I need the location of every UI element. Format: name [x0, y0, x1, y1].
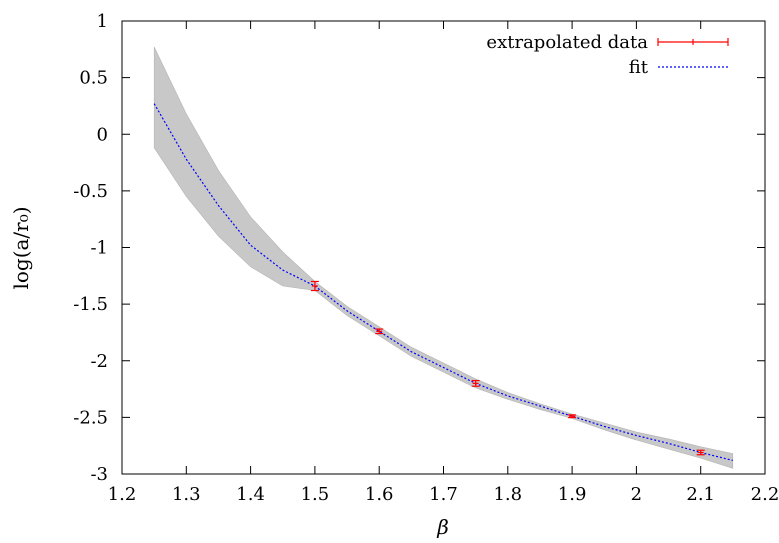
legend: extrapolated data fit — [486, 32, 729, 78]
y-tick-label: 0.5 — [79, 68, 108, 89]
x-tick-label: 1.3 — [172, 484, 201, 505]
legend-label-extrapolated-data: extrapolated data — [486, 32, 648, 53]
y-tick-label: 1 — [97, 11, 108, 32]
x-tick-label: 1.7 — [429, 484, 458, 505]
x-tick-label: 1.2 — [108, 484, 137, 505]
x-tick-label: 1.4 — [236, 484, 265, 505]
y-tick-label: -1 — [90, 238, 108, 259]
y-tick-label: -0.5 — [73, 181, 108, 202]
data-point — [696, 449, 705, 456]
y-tick-label: 0 — [97, 124, 108, 145]
x-axis-label: β — [436, 515, 449, 539]
legend-errorbar — [657, 38, 729, 46]
data-point — [375, 328, 384, 335]
y-tick-label: -3 — [90, 464, 108, 485]
confidence-band-layer — [153, 46, 734, 469]
x-tick-label: 2 — [631, 484, 642, 505]
y-tick-label: -2 — [90, 351, 108, 372]
confidence-band — [153, 46, 734, 469]
legend-label-fit: fit — [629, 57, 649, 78]
x-axis-ticks: 1.2 1.3 1.4 1.5 1.6 1.7 1.8 1.9 2 2.1 2.2 — [108, 21, 779, 505]
errorbar-layer — [310, 280, 705, 456]
data-point — [568, 414, 577, 419]
data-point — [310, 280, 319, 292]
fit-line-layer — [153, 103, 733, 461]
x-tick-label: 1.6 — [365, 484, 394, 505]
y-axis-ticks: 1 0.5 0 -0.5 -1 -1.5 -2 -2.5 -3 — [73, 11, 765, 485]
x-tick-label: 1.9 — [558, 484, 587, 505]
x-tick-label: 2.2 — [751, 484, 779, 505]
fit-line — [153, 103, 733, 461]
x-tick-label: 1.8 — [493, 484, 522, 505]
x-tick-label: 1.5 — [301, 484, 330, 505]
y-axis-label: log(a/r₀) — [9, 206, 33, 289]
data-point — [471, 379, 480, 387]
y-tick-label: -2.5 — [73, 407, 108, 428]
x-tick-label: 2.1 — [686, 484, 715, 505]
legend-errorbar-symbol — [657, 38, 729, 46]
y-tick-label: -1.5 — [73, 294, 108, 315]
